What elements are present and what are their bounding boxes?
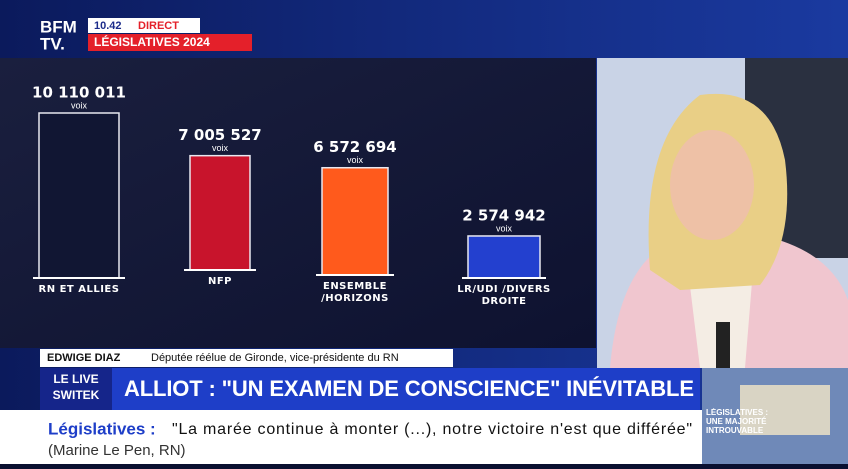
show-name: LE LIVE <box>53 372 98 386</box>
speaker-name: EDWIGE DIAZ <box>47 352 121 364</box>
live-label: DIRECT <box>138 20 179 32</box>
logo: TV. <box>40 34 65 53</box>
ticker-quote: "La marée continue à monter (...), notre… <box>172 421 692 438</box>
time: 10.42 <box>94 20 122 32</box>
unit-label: voix <box>71 100 88 110</box>
ticker-bar <box>0 410 702 464</box>
logo: BFM <box>40 17 77 36</box>
category-label: ENSEMBLE /HORIZONS <box>321 281 389 304</box>
value-label: 10 110 011 <box>32 84 126 102</box>
unit-label: voix <box>496 223 513 233</box>
show-box <box>40 368 112 410</box>
category-box: ENSEMBLE /HORIZONS <box>321 281 389 304</box>
bar <box>321 166 389 276</box>
bar <box>189 154 251 271</box>
category-label: LR/UDI /DIVERS DROITE <box>457 284 551 307</box>
unit-label: voix <box>347 155 364 165</box>
program: LÉGISLATIVES 2024 <box>94 34 210 49</box>
value-label: 2 574 942 <box>462 206 546 224</box>
face <box>670 130 754 240</box>
bar <box>38 112 120 279</box>
show-name: SWITEK <box>53 388 100 402</box>
headline-bar <box>40 368 700 410</box>
bar <box>467 235 541 279</box>
category-label: NFP <box>207 276 233 287</box>
category-label: RN ET ALLIÉS <box>38 284 120 295</box>
value-label: 7 005 527 <box>178 126 262 144</box>
ticker-label: Législatives : <box>48 419 156 438</box>
thumbnail-caption-box: LÉGISLATIVES : UNE MAJORITÉ INTROUVABLE <box>706 408 769 435</box>
program-box <box>88 34 252 51</box>
thumbnail-caption: LÉGISLATIVES : UNE MAJORITÉ INTROUVABLE <box>706 408 769 435</box>
category-box: RN ET ALLIÉS <box>38 284 120 295</box>
value-label: 6 572 694 <box>313 138 397 156</box>
ticker-source: (Marine Le Pen, RN) <box>48 442 186 459</box>
speaker-role: Députée réélue de Gironde, vice-présiden… <box>151 352 399 364</box>
category-box: LR/UDI /DIVERS DROITE <box>457 284 551 307</box>
category-box: NFP <box>207 276 233 287</box>
thumbnail-building <box>740 385 830 435</box>
headline: ALLIOT : "UN EXAMEN DE CONSCIENCE" INÉVI… <box>124 376 694 401</box>
unit-label: voix <box>212 143 229 153</box>
time-box <box>88 18 200 33</box>
name-bar <box>40 349 453 367</box>
microphone <box>716 322 730 368</box>
